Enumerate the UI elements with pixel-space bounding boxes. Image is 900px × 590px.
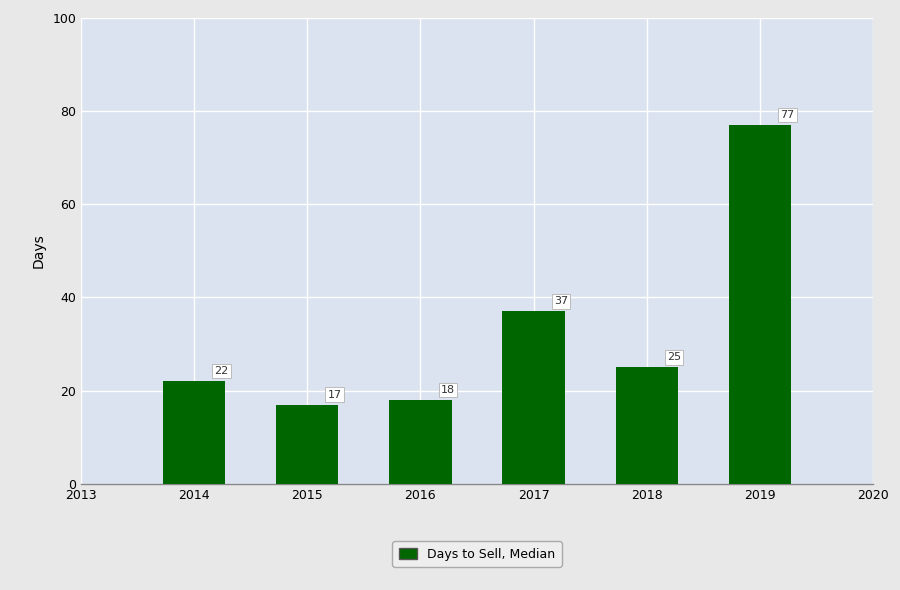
Bar [729, 125, 791, 484]
Text: 22: 22 [214, 366, 229, 376]
Bar [502, 312, 564, 484]
Text: 18: 18 [441, 385, 454, 395]
Text: 17: 17 [328, 389, 342, 399]
Bar [163, 381, 225, 484]
Bar [276, 405, 338, 484]
Text: 25: 25 [667, 352, 681, 362]
Bar [390, 400, 452, 484]
Text: 37: 37 [554, 296, 568, 306]
Bar [616, 367, 678, 484]
Y-axis label: Days: Days [32, 234, 45, 268]
Legend: Days to Sell, Median: Days to Sell, Median [392, 541, 562, 567]
Text: 77: 77 [780, 110, 795, 120]
